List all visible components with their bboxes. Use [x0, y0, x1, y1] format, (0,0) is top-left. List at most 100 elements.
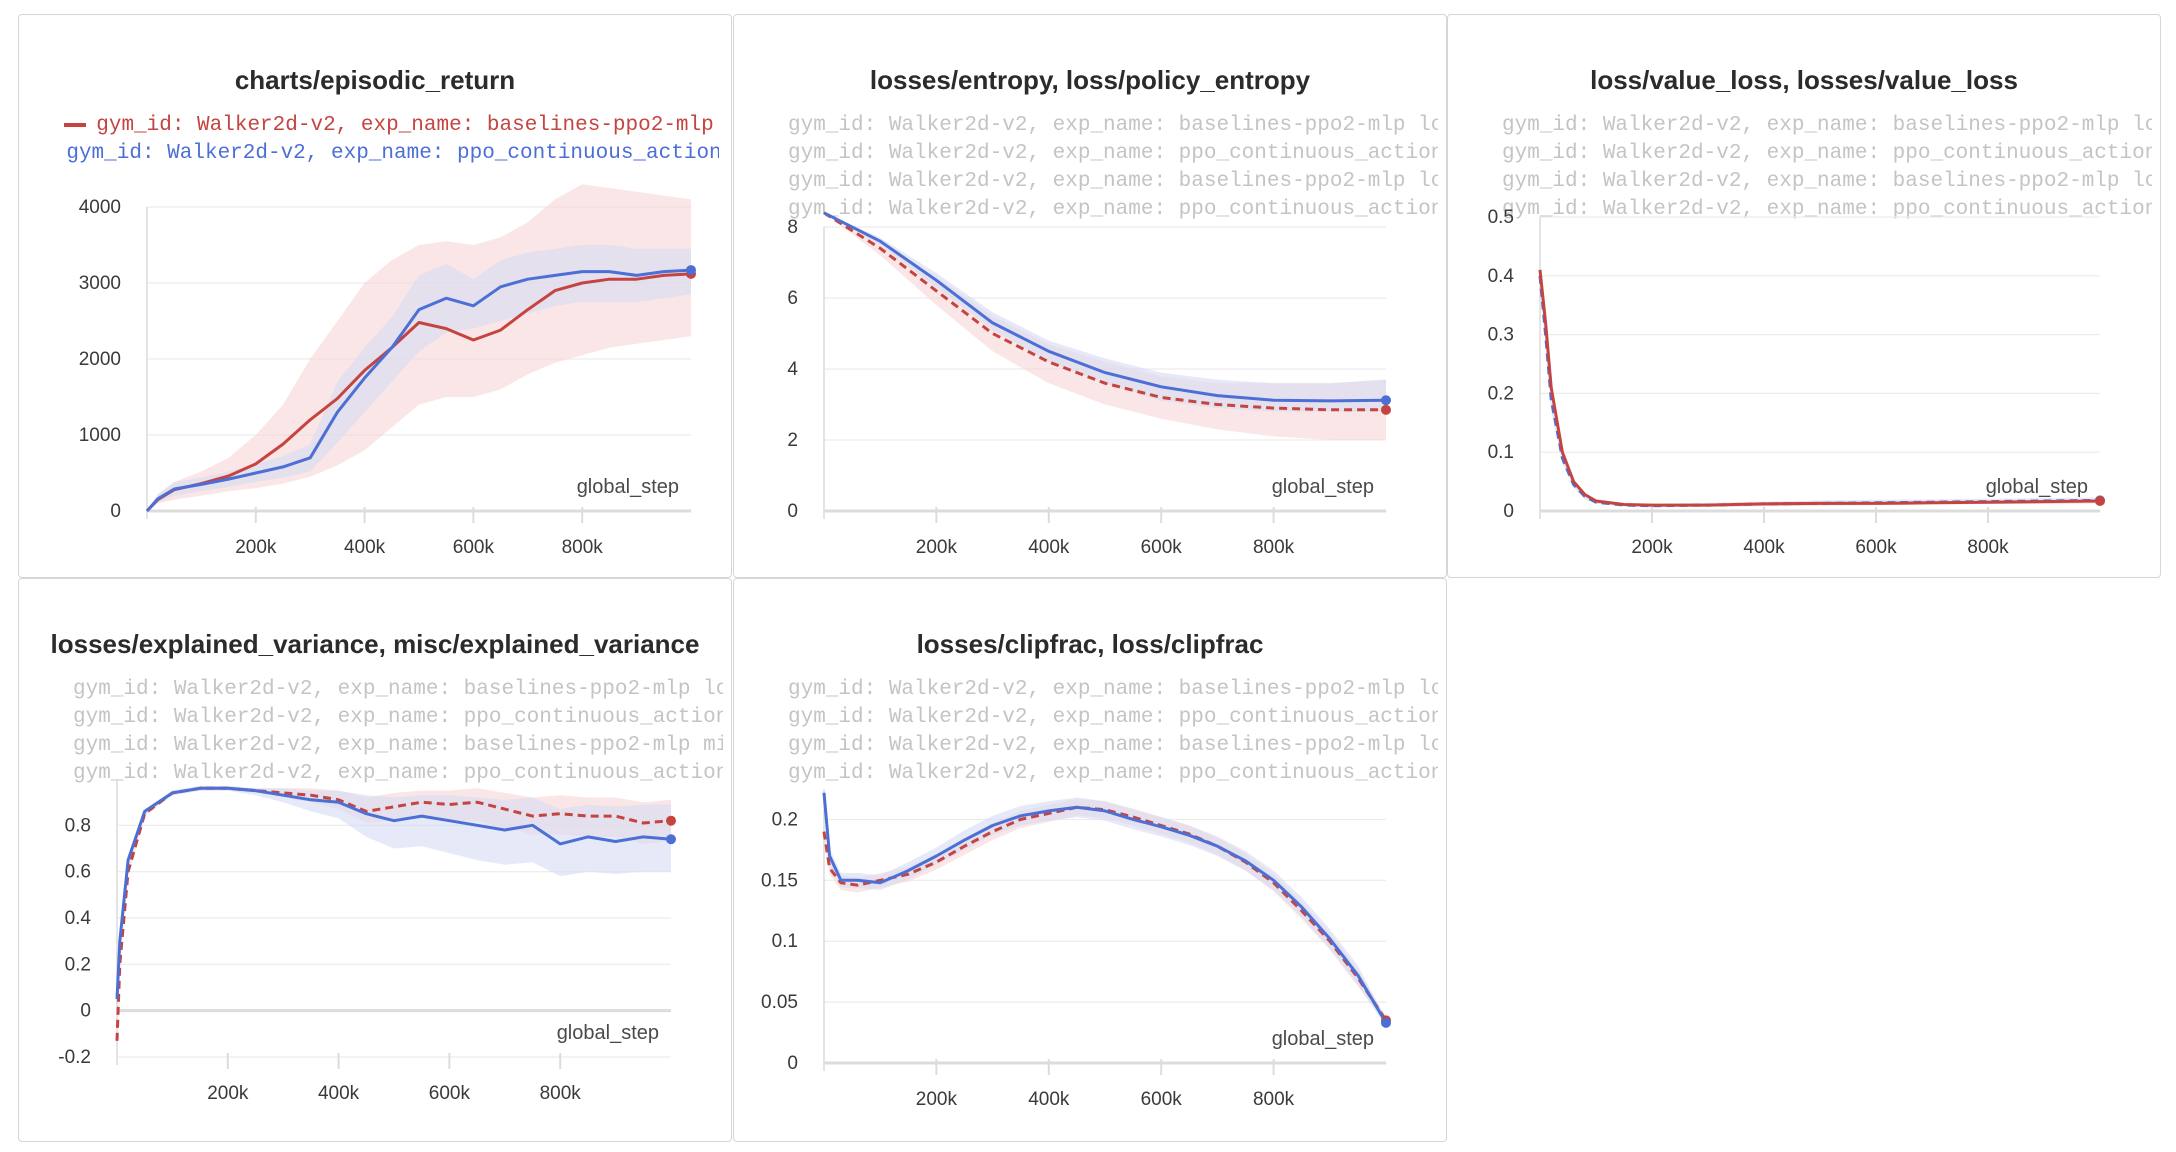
chart-panel[interactable]: losses/clipfrac, loss/clipfrac gym_id: Wa…: [733, 578, 1447, 1142]
chart-title: losses/entropy, loss/policy_entropy: [869, 65, 1311, 95]
legend-item[interactable]: gym_id: Walker2d-v2, exp_name: baselines…: [778, 111, 1438, 139]
legend-label: gym_id: Walker2d-v2, exp_name: baselines…: [1502, 113, 2152, 137]
legend-item[interactable]: gym_id: Walker2d-v2, exp_name: baselines…: [63, 731, 723, 759]
series-line[interactable]: [115, 786, 672, 1000]
legend-label: gym_id: Walker2d-v2, exp_name: baselines…: [1502, 169, 2152, 193]
chart-legend: gym_id: Walker2d-v2, exp_name: baselines…: [63, 675, 723, 785]
legend-label: gym_id: Walker2d-v2, exp_name: baselines…: [788, 733, 1438, 757]
y-tick-label: 0.4: [65, 908, 92, 929]
y-tick-label: 4000: [79, 197, 121, 218]
x-tick-label: 400k: [344, 537, 386, 558]
series-line[interactable]: [823, 211, 1387, 403]
chart-panel[interactable]: losses/entropy, loss/policy_entropy gym_i…: [733, 14, 1447, 578]
chart-plot: -0.2 0 0.2 0.4 0.6 0.8 200k 400k 600k 800k global_…: [58, 779, 676, 1104]
series-end-marker[interactable]: [2095, 496, 2105, 507]
series-line[interactable]: [1538, 269, 2101, 507]
legend-item[interactable]: gym_id: Walker2d-v2, exp_name: ppo_conti…: [778, 139, 1438, 167]
series-line[interactable]: [822, 792, 1388, 1024]
x-axis-title: global_step: [577, 476, 679, 498]
y-tick-label: 0.05: [761, 992, 798, 1013]
x-axis-title: global_step: [1272, 476, 1374, 498]
legend-item[interactable]: gym_id: Walker2d-v2, exp_name: baselines…: [63, 675, 723, 703]
x-tick-label: 600k: [1141, 537, 1183, 558]
series-end-marker[interactable]: [666, 815, 676, 826]
series-end-marker[interactable]: [666, 834, 676, 845]
y-tick-label: 0.1: [1488, 442, 1514, 463]
chart-panel[interactable]: charts/episodic_return gym_id: Walker2d-v…: [18, 14, 732, 578]
legend-label: gym_id: Walker2d-v2, exp_name: ppo_conti…: [788, 761, 1438, 785]
x-axis-title: global_step: [557, 1022, 659, 1044]
legend-item[interactable]: gym_id: Walker2d-v2, exp_name: ppo_conti…: [63, 703, 723, 731]
legend-item[interactable]: gym_id: Walker2d-v2, exp_name: ppo_conti…: [778, 703, 1438, 731]
series-line[interactable]: [823, 211, 1386, 412]
legend-item[interactable]: gym_id: Walker2d-v2, exp_name: ppo_conti…: [778, 195, 1438, 221]
series-end-marker[interactable]: [686, 265, 696, 276]
legend-label: gym_id: Walker2d-v2, exp_name: ppo_conti…: [1502, 197, 2152, 221]
x-tick-label: 800k: [1253, 537, 1295, 558]
series-end-marker[interactable]: [1381, 1017, 1391, 1028]
legend-item[interactable]: gym_id: Walker2d-v2, exp_name: ppo_conti…: [1492, 195, 2152, 221]
legend-label: gym_id: Walker2d-v2, exp_name: ppo_conti…: [788, 705, 1438, 729]
y-tick-label: 3000: [79, 273, 121, 294]
x-tick-label: 200k: [235, 537, 277, 558]
y-tick-label: 2000: [79, 349, 121, 370]
chart-legend: gym_id: Walker2d-v2, exp_name: baselines…: [1492, 111, 2152, 221]
x-tick-label: 400k: [1743, 537, 1785, 558]
series-line[interactable]: [145, 272, 692, 513]
series-line[interactable]: [145, 268, 692, 512]
x-tick-label: 200k: [1631, 537, 1673, 558]
legend-item[interactable]: gym_id: Walker2d-v2, exp_name: ppo_conti…: [63, 759, 723, 785]
x-tick-label: 600k: [1855, 537, 1897, 558]
chart-panel[interactable]: losses/explained_variance, misc/explaine…: [18, 578, 732, 1142]
y-tick-label: 0.5: [1488, 207, 1514, 228]
x-tick-label: 800k: [540, 1083, 582, 1104]
legend-item[interactable]: gym_id: Walker2d-v2, exp_name: baselines…: [59, 111, 719, 139]
series-end-marker[interactable]: [1381, 395, 1391, 406]
series-end-marker[interactable]: [1381, 404, 1391, 415]
y-tick-label: 0: [787, 501, 798, 522]
x-tick-label: 200k: [207, 1083, 249, 1104]
y-tick-label: 6: [787, 288, 798, 309]
legend-label: gym_id: Walker2d-v2, exp_name: ppo_conti…: [1502, 141, 2152, 165]
legend-item[interactable]: gym_id: Walker2d-v2, exp_name: baselines…: [1492, 167, 2152, 195]
x-axis-title: global_step: [1272, 1028, 1374, 1050]
legend-label: gym_id: Walker2d-v2, exp_name: baselines…: [73, 733, 723, 757]
y-tick-label: 0.8: [65, 815, 91, 836]
chart-legend: gym_id: Walker2d-v2, exp_name: baselines…: [778, 675, 1438, 785]
chart-plot: 0 2 4 6 8 200k 400k 600k 800k global_step: [787, 211, 1391, 558]
y-tick-label: 0: [787, 1053, 798, 1074]
y-tick-label: 0: [1503, 501, 1514, 522]
legend-item[interactable]: gym_id: Walker2d-v2, exp_name: baselines…: [778, 167, 1438, 195]
legend-item[interactable]: gym_id: Walker2d-v2, exp_name: baselines…: [778, 731, 1438, 759]
series-band: [824, 789, 1386, 1027]
legend-item[interactable]: gym_id: Walker2d-v2, exp_name: ppo_conti…: [778, 759, 1438, 785]
legend-item[interactable]: gym_id: Walker2d-v2, exp_name: ppo_conti…: [59, 139, 719, 167]
x-tick-label: 800k: [1967, 537, 2009, 558]
x-tick-label: 800k: [1253, 1089, 1295, 1110]
y-tick-label: 1000: [79, 425, 121, 446]
legend-item[interactable]: gym_id: Walker2d-v2, exp_name: baselines…: [778, 675, 1438, 703]
legend-label: gym_id: Walker2d-v2, exp_name: ppo_conti…: [73, 705, 723, 729]
chart-plot: 0 0.1 0.2 0.3 0.4 0.5 200k 400k 600k 800k global_s…: [1488, 207, 2105, 558]
series-line[interactable]: [1538, 275, 2101, 508]
y-tick-label: 0.6: [65, 862, 91, 883]
series-band: [1540, 264, 2100, 508]
series-band: [117, 785, 671, 1000]
y-tick-label: 0.3: [1488, 325, 1514, 346]
y-tick-label: 2: [787, 430, 798, 451]
y-tick-label: 4: [787, 359, 798, 380]
y-tick-label: 0.1: [772, 931, 798, 952]
x-tick-label: 400k: [1028, 1089, 1070, 1110]
chart-panel[interactable]: loss/value_loss, losses/value_loss gym_id…: [1447, 14, 2161, 578]
legend-swatch: [64, 123, 87, 127]
legend-item[interactable]: gym_id: Walker2d-v2, exp_name: baselines…: [1492, 111, 2152, 139]
chart-plot: 0 0.05 0.1 0.15 0.2 200k 400k 600k 800k global_st…: [761, 789, 1391, 1110]
y-tick-label: 0.2: [772, 809, 798, 830]
x-axis-title: global_step: [1986, 476, 2088, 498]
chart-plot: 0 1000 2000 3000 4000 200k 400k 600k 800k global_…: [79, 184, 696, 558]
legend-item[interactable]: gym_id: Walker2d-v2, exp_name: ppo_conti…: [1492, 139, 2152, 167]
legend-label: gym_id: Walker2d-v2, exp_name: ppo_conti…: [788, 197, 1438, 221]
x-tick-label: 200k: [916, 1089, 958, 1110]
y-tick-label: 0: [80, 1001, 91, 1022]
y-tick-label: 0.4: [1488, 266, 1515, 287]
